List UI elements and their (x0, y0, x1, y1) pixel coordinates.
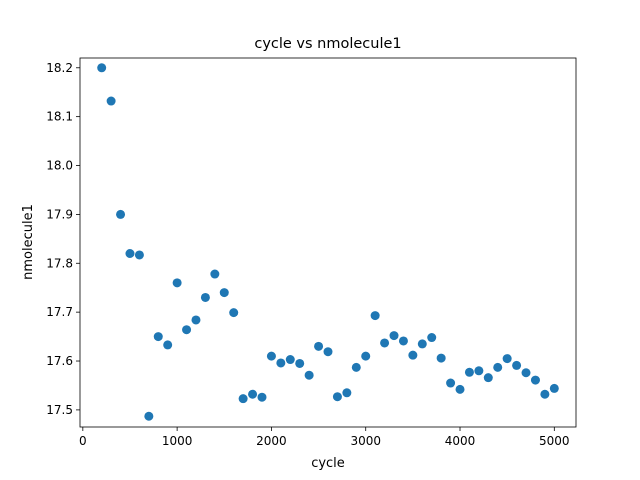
data-point (229, 308, 239, 318)
data-point (370, 311, 380, 321)
data-point (530, 375, 540, 385)
x-axis-label: cycle (311, 456, 345, 471)
data-point (502, 354, 512, 364)
data-point (342, 388, 352, 398)
data-point (182, 325, 192, 335)
data-point (389, 331, 399, 341)
data-point (493, 362, 503, 372)
data-point (436, 353, 446, 363)
data-point (540, 389, 550, 399)
data-point (304, 370, 314, 380)
data-point (210, 269, 220, 279)
y-axis-ticks: 17.5 17.6 17.7 17.8 17.9 18.0 18.1 18.2 (46, 61, 80, 417)
data-point (408, 350, 418, 360)
data-point (172, 278, 182, 288)
y-tick-label: 17.6 (46, 354, 73, 368)
x-axis-ticks: 0 1000 2000 3000 4000 5000 (79, 427, 570, 448)
data-points (97, 63, 559, 421)
data-point (427, 333, 437, 343)
data-point (106, 96, 116, 106)
data-point (276, 358, 286, 368)
data-point (446, 378, 456, 388)
data-point (238, 394, 248, 404)
y-tick-label: 17.5 (46, 403, 73, 417)
data-point (483, 373, 493, 383)
y-tick-label: 17.7 (46, 305, 73, 319)
data-point (474, 366, 484, 376)
x-tick-label: 3000 (350, 434, 381, 448)
data-point (163, 340, 173, 350)
data-point (97, 63, 107, 73)
x-tick-label: 2000 (256, 434, 287, 448)
data-point (380, 338, 390, 348)
data-point (417, 339, 427, 349)
data-point (521, 368, 531, 378)
data-point (257, 392, 267, 402)
x-tick-label: 5000 (539, 434, 570, 448)
data-point (332, 392, 342, 402)
plot-frame (79, 57, 577, 428)
y-tick-label: 18.0 (46, 159, 73, 173)
data-point (200, 292, 210, 302)
y-tick-label: 17.8 (46, 256, 73, 270)
x-tick-label: 1000 (162, 434, 193, 448)
data-point (295, 358, 305, 368)
data-point (314, 341, 324, 351)
x-tick-label: 4000 (445, 434, 476, 448)
data-point (219, 288, 229, 298)
data-point (464, 367, 474, 377)
data-point (323, 347, 333, 357)
data-point (351, 362, 361, 372)
y-tick-label: 18.2 (46, 61, 73, 75)
data-point (191, 315, 201, 325)
data-point (266, 351, 276, 361)
data-point (285, 355, 295, 365)
data-point (512, 360, 522, 370)
data-point (549, 383, 559, 393)
data-point (116, 209, 126, 219)
x-tick-label: 0 (79, 434, 87, 448)
data-point (134, 250, 144, 260)
data-point (248, 389, 258, 399)
data-point (361, 351, 371, 361)
data-point (455, 384, 465, 394)
y-tick-label: 18.1 (46, 110, 73, 124)
chart-title: cycle vs nmolecule1 (254, 36, 401, 52)
data-point (398, 336, 408, 346)
y-axis-label: nmolecule1 (21, 204, 36, 280)
data-point (144, 411, 154, 421)
y-tick-label: 17.9 (46, 207, 73, 221)
data-point (153, 332, 163, 342)
data-point (125, 249, 135, 258)
